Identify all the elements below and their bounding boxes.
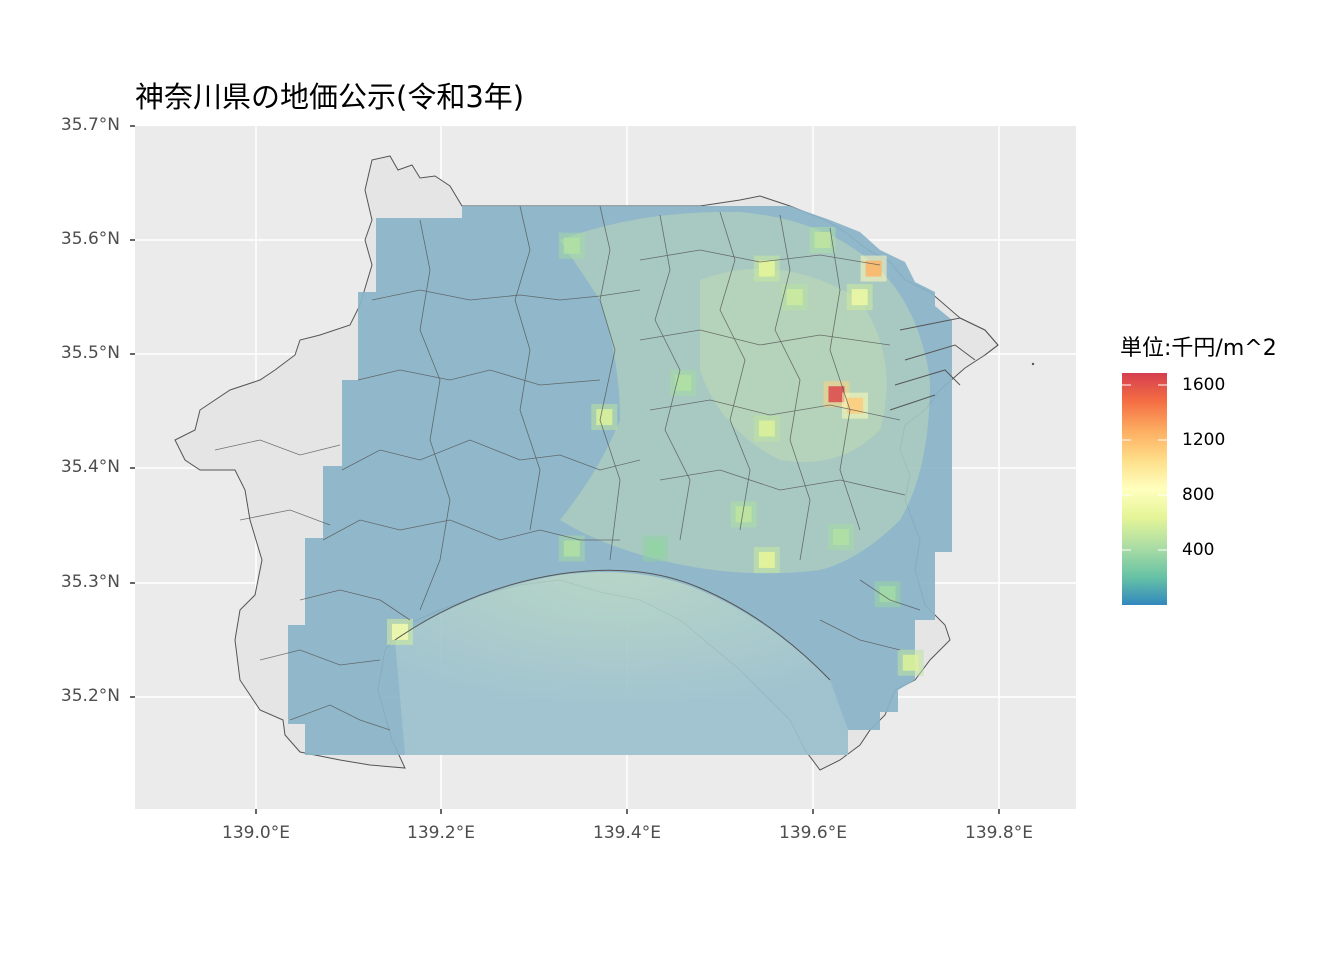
- x-tick-label: 139.8°E: [965, 823, 1033, 843]
- hotspot-cell: [814, 232, 831, 248]
- bay-structures: [394, 317, 999, 681]
- x-tick-label: 139.6°E: [779, 823, 847, 843]
- hotspot-cell: [786, 289, 803, 306]
- y-tick-label: 35.4°N: [60, 457, 120, 477]
- hotspot-cell: [391, 623, 408, 640]
- heat-region-sea: [395, 572, 848, 755]
- x-tick-label: 139.0°E: [222, 823, 290, 843]
- hotspot-cell: [563, 237, 580, 254]
- hotspot-cell: [851, 289, 868, 306]
- y-tick-label: 35.2°N: [60, 686, 120, 706]
- island-dot: [1031, 362, 1035, 366]
- hotspot-layer: [386, 227, 924, 676]
- legend-tick-label: 1200: [1182, 430, 1226, 450]
- y-tick-label: 35.5°N: [60, 343, 120, 363]
- legend-tick-label: 800: [1182, 485, 1215, 505]
- legend-tick-label: 1600: [1182, 375, 1226, 395]
- heat-region-yokohama: [700, 268, 887, 462]
- hotspot-cell: [879, 586, 896, 603]
- municipal-boundaries: [214, 205, 921, 731]
- hotspot-cell: [758, 260, 775, 277]
- legend-title: 単位:千円/m^2: [1120, 336, 1277, 361]
- chart-title: 神奈川県の地価公示(令和3年): [135, 80, 525, 114]
- hotspot-cell: [833, 529, 850, 546]
- legend-tick-marks: [1122, 384, 1167, 551]
- x-tick-label: 139.2°E: [407, 823, 475, 843]
- y-tick-label: 35.6°N: [60, 229, 120, 249]
- y-tick-label: 35.7°N: [60, 115, 120, 135]
- axis-ticks: [130, 125, 1000, 814]
- hotspot-cell: [758, 551, 775, 568]
- hotspot-cell: [647, 540, 664, 557]
- hotspot-cell: [596, 409, 613, 426]
- legend-colorbar: [1122, 373, 1167, 605]
- hotspot-cell: [675, 374, 692, 391]
- hotspot-cell: [563, 540, 580, 557]
- x-tick-label: 139.4°E: [593, 823, 661, 843]
- hotspot-cell: [828, 386, 845, 403]
- hotspot-cell: [735, 506, 752, 523]
- hotspot-cell: [902, 654, 919, 671]
- legend-tick-label: 400: [1182, 540, 1215, 560]
- hotspot-cell: [758, 420, 775, 437]
- heat-region-urban: [560, 211, 930, 574]
- y-tick-label: 35.3°N: [60, 572, 120, 592]
